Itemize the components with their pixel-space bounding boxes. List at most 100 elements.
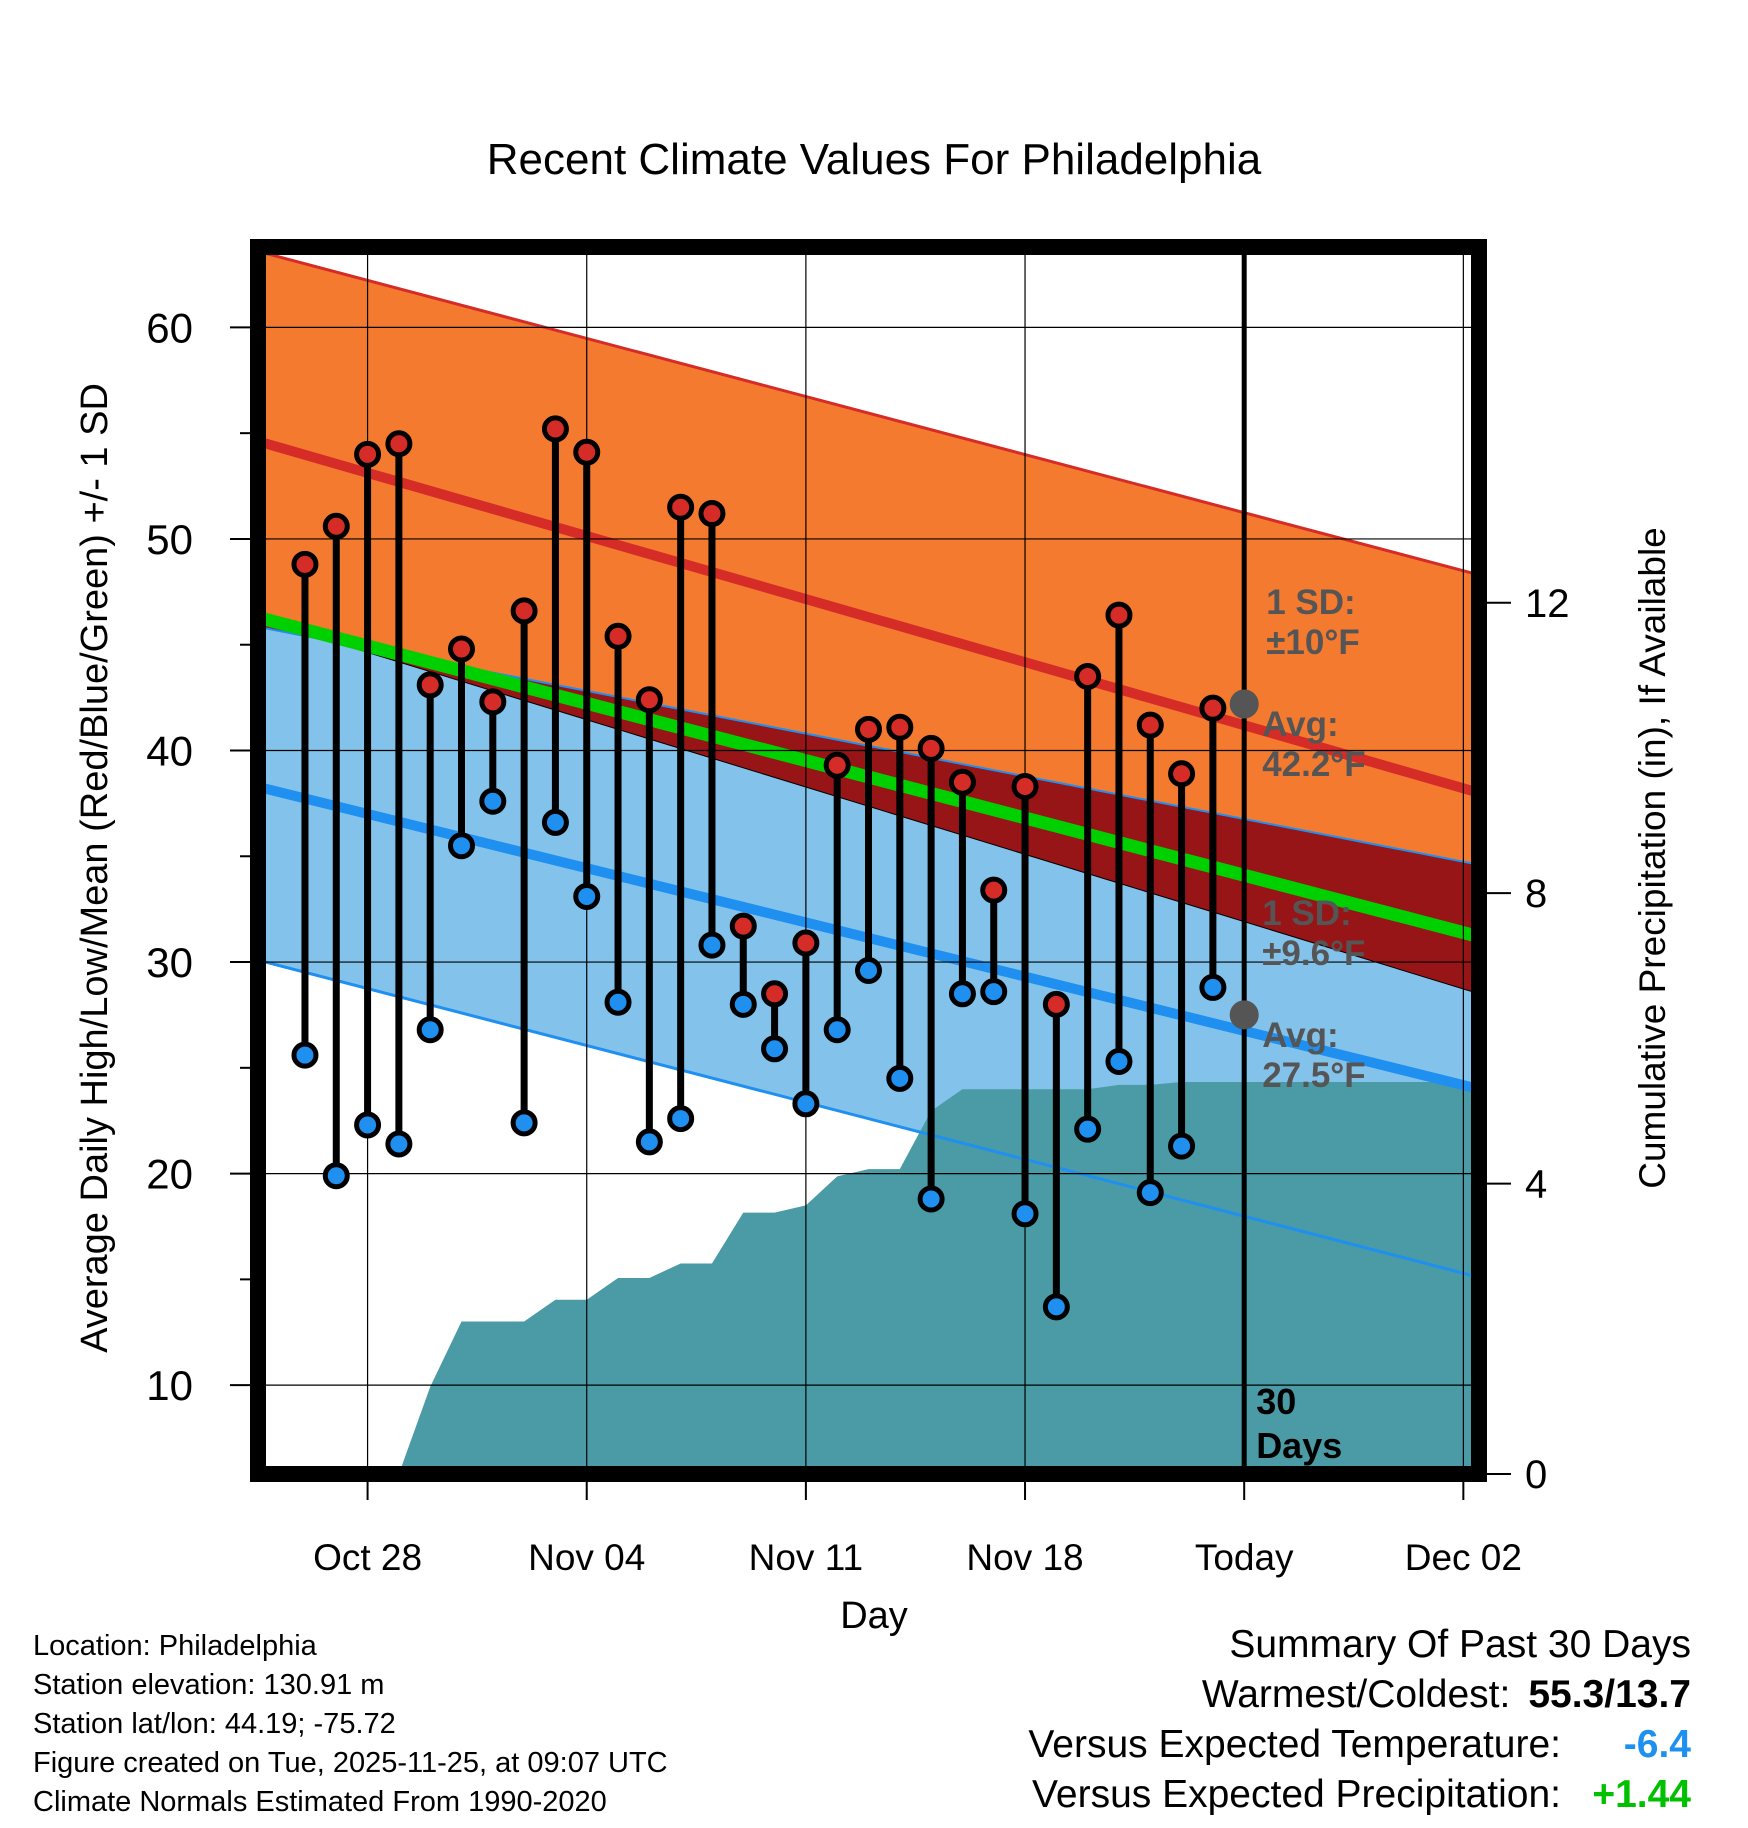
high-avg-label: Avg: <box>1262 705 1338 744</box>
station-info: Location: Philadelphia Station elevation… <box>33 1627 668 1822</box>
low-point <box>510 1109 538 1137</box>
high-sd-label: ±10°F <box>1266 623 1360 662</box>
y-tick-label: 60 <box>146 304 193 351</box>
x-axis-label: Day <box>840 1595 908 1637</box>
temp-label: Versus Expected Temperature: <box>1028 1723 1561 1766</box>
y-tick-label: 40 <box>146 727 193 774</box>
low-point <box>1042 1293 1070 1321</box>
high-point <box>291 550 319 578</box>
y-tick-label: 20 <box>146 1151 193 1198</box>
low-point <box>573 882 601 910</box>
low-lower-line <box>258 958 1479 1279</box>
high-sd-label: 1 SD: <box>1266 583 1355 622</box>
high-avg-label: 42.2°F <box>1262 745 1366 784</box>
high-point <box>1105 601 1133 629</box>
high-point <box>1199 694 1227 722</box>
high-avg-line <box>258 436 1479 798</box>
low-point <box>698 931 726 959</box>
high-point <box>1011 772 1039 800</box>
x-tick-label: Today <box>1195 1537 1294 1578</box>
low-point <box>291 1041 319 1069</box>
low-point <box>948 980 976 1008</box>
low-point <box>886 1064 914 1092</box>
high-point <box>729 912 757 940</box>
high-point <box>510 597 538 625</box>
low-point <box>1199 973 1227 1001</box>
high-point <box>667 493 695 521</box>
warm-cold-value: 55.3/13.7 <box>1528 1673 1691 1716</box>
x-tick-label: Oct 28 <box>313 1537 422 1578</box>
today-low-marker <box>1229 1000 1259 1030</box>
info-elevation: Station elevation: 130.91 m <box>33 1669 385 1701</box>
info-normals: Climate Normals Estimated From 1990-2020 <box>33 1786 607 1818</box>
low-point <box>823 1016 851 1044</box>
data-series <box>291 415 1259 1321</box>
high-point <box>792 929 820 957</box>
high-point <box>698 500 726 528</box>
x-tick-label: Nov 04 <box>528 1537 645 1578</box>
low-point <box>792 1090 820 1118</box>
low-point <box>1168 1132 1196 1160</box>
summary-warm-cold: Warmest/Coldest: 55.3/13.7 <box>1028 1670 1691 1720</box>
low-avg-label: Avg: <box>1262 1016 1338 1055</box>
summary-panel: Summary Of Past 30 Days Warmest/Coldest:… <box>1028 1620 1691 1820</box>
low-point <box>635 1128 663 1156</box>
high-point <box>1042 990 1070 1018</box>
low-point <box>604 988 632 1016</box>
low-point <box>667 1105 695 1133</box>
high-point <box>948 768 976 796</box>
low-point <box>729 990 757 1018</box>
high-upper-line <box>258 249 1479 577</box>
low-sd-label: ±9.6°F <box>1262 934 1365 973</box>
high-point <box>980 876 1008 904</box>
high-point <box>635 686 663 714</box>
low-point <box>448 832 475 860</box>
temp-value: -6.4 <box>1623 1723 1691 1766</box>
low-point <box>354 1111 382 1139</box>
high-point <box>322 512 350 540</box>
summary-title: Summary Of Past 30 Days <box>1229 1623 1691 1666</box>
low-point <box>479 787 507 815</box>
low-point <box>1011 1200 1039 1228</box>
chart-title: Recent Climate Values For Philadelphia <box>487 135 1262 184</box>
high-point <box>541 415 569 443</box>
high-point <box>855 715 882 743</box>
summary-temp: Versus Expected Temperature: -6.4 <box>1028 1720 1691 1770</box>
info-latlon: Station lat/lon: 44.19; -75.72 <box>33 1708 396 1740</box>
high-point <box>823 751 851 779</box>
high-point <box>354 440 382 468</box>
y-tick-label: 50 <box>146 516 193 563</box>
precip-area <box>273 1081 1479 1474</box>
high-point <box>448 635 475 663</box>
high-point <box>573 438 601 466</box>
y-tick-label: 10 <box>146 1362 193 1409</box>
high-sd-band <box>258 251 1479 865</box>
low-point <box>541 808 569 836</box>
low-avg-label: 27.5°F <box>1262 1056 1366 1095</box>
y-right-tick-label: 0 <box>1525 1453 1547 1497</box>
low-point <box>761 1035 789 1063</box>
low-sd-label: 1 SD: <box>1262 894 1351 933</box>
plot-border <box>250 239 1487 1482</box>
y-axis-right-label: Cumulative Precipitation (in), If Availa… <box>1632 527 1673 1189</box>
info-created: Figure created on Tue, 2025-11-25, at 09… <box>33 1747 668 1779</box>
y-right-tick-label: 12 <box>1525 582 1570 626</box>
x-tick-label: Dec 02 <box>1405 1537 1522 1578</box>
high-point <box>385 430 413 458</box>
low-point <box>917 1185 945 1213</box>
precip-value: +1.44 <box>1592 1773 1691 1816</box>
high-point <box>416 671 444 699</box>
x-tick-label: Nov 18 <box>966 1537 1083 1578</box>
x-tick-label: Nov 11 <box>749 1537 864 1578</box>
low-point <box>1105 1047 1133 1075</box>
y-right-tick-label: 4 <box>1525 1163 1547 1207</box>
info-location: Location: Philadelphia <box>33 1630 317 1662</box>
high-point <box>1168 760 1196 788</box>
high-point <box>917 734 945 762</box>
low-point <box>1136 1179 1164 1207</box>
y-right-tick-label: 8 <box>1525 872 1547 916</box>
today-high-marker <box>1229 689 1259 719</box>
high-point <box>761 980 789 1008</box>
